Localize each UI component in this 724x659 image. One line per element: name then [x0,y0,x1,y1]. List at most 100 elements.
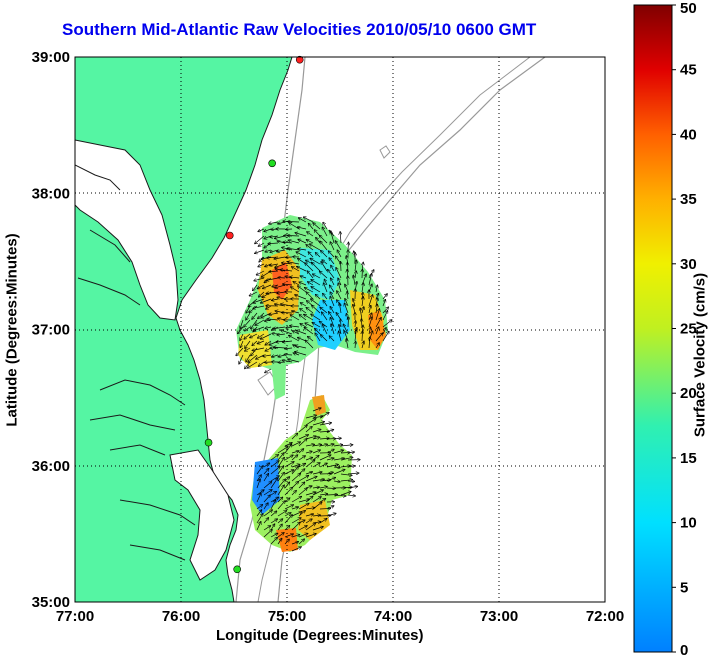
velocity-arrow [284,526,290,531]
velocity-arrow [298,425,307,433]
y-tick-label: 35:00 [32,594,70,611]
velocity-arrow [284,534,293,538]
velocity-arrow [298,539,304,545]
velocity-arrow [256,522,261,531]
velocity-arrow [340,474,352,475]
velocity-arrow [252,340,258,346]
velocity-arrow [300,276,307,278]
velocity-arrow [300,309,307,314]
radar-stations [204,55,304,574]
velocity-arrow [347,473,359,474]
velocity-arrow [277,501,285,510]
velocity-arrow [298,435,308,440]
velocity-arrow [291,522,300,531]
velocity-arrow [326,464,338,468]
velocity-arrow [264,228,272,231]
velocity-arrow [277,473,284,482]
velocity-arrow [319,444,327,446]
velocity-arrow [305,458,312,461]
velocity-arrow [263,284,272,288]
velocity-arrow [291,542,298,545]
velocity-arrow [348,317,349,328]
colorbar-tick-label: 20 [680,385,697,402]
velocity-arrow [312,262,321,272]
velocity-arrow [281,330,293,335]
velocity-arrow [333,445,342,446]
velocity-arrow [319,487,327,488]
velocity-arrow [330,242,335,251]
velocity-arrow [251,319,258,329]
colorbar-tick-label: 50 [680,0,697,17]
x-tick-label: 72:00 [586,608,624,625]
velocity-arrow [298,482,305,489]
velocity-arrow [256,493,261,503]
velocity-arrow [277,485,284,496]
x-tick-label: 74:00 [374,608,412,625]
velocity-arrow [255,319,265,325]
velocity-arrow [322,312,328,321]
velocity-arrow [322,227,328,237]
velocity-arrow [326,458,334,460]
velocity-arrow [331,232,335,244]
velocity-arrow [263,355,272,356]
velocity-arrow [306,308,314,314]
velocity-arrow [305,523,315,531]
velocity-arrow [305,492,316,496]
velocity-arrow [347,292,348,300]
velocity-arrow [291,474,300,482]
velocity-arrow [297,267,307,272]
velocity-arrow [238,326,244,333]
velocity-arrow [311,280,321,286]
velocity-arrow [315,333,321,342]
velocity-arrow [291,451,299,453]
velocity-arrow [311,287,321,293]
velocity-arrow [369,327,371,335]
velocity-arrow [291,547,301,552]
velocity-arrow [335,241,342,251]
velocity-arrow [339,303,341,314]
velocity-arrow [266,305,272,309]
radar-station-marker [204,438,213,447]
velocity-arrow [296,252,307,258]
velocity-arrow [265,327,272,328]
velocity-arrow [300,303,307,307]
velocity-arrow [337,291,342,300]
velocity-arrow [288,240,300,244]
velocity-arrow [253,298,265,303]
velocity-arrow [277,524,282,531]
velocity-arrow [312,490,323,496]
velocity-arrow [263,510,272,517]
velocity-arrow [312,527,323,531]
velocity-arrow [340,445,353,446]
velocity-arrow [265,368,272,373]
velocity-arrow [362,341,364,349]
velocity-arrow [306,240,314,244]
velocity-arrow [329,336,335,342]
velocity-arrow [249,291,258,296]
velocity-arrow [288,262,300,265]
colorbar-tick-label: 40 [680,126,697,143]
velocity-arrow [320,307,328,314]
velocity-arrow [312,472,322,475]
velocity-arrow [291,496,301,503]
velocity-arrow [312,408,321,412]
velocity-arrow [278,277,286,278]
colorbar-tick-label: 15 [680,450,697,467]
velocity-arrow [295,352,307,356]
velocity-arrow [256,505,262,510]
velocity-arrow [245,326,251,331]
velocity-arrow [305,415,316,419]
velocity-arrow [270,492,276,496]
radar-station-marker [268,159,276,168]
velocity-arrow [300,324,307,328]
velocity-arrow [343,324,349,335]
velocity-arrow [323,294,328,300]
velocity-arrow [375,318,381,328]
velocity-arrow [319,519,327,524]
velocity-arrow [239,354,244,364]
velocity-arrow [277,447,288,454]
velocity-arrow [277,453,284,461]
velocity-arrow [236,347,244,356]
velocity-arrow [305,472,312,474]
y-tick-label: 38:00 [32,185,70,202]
